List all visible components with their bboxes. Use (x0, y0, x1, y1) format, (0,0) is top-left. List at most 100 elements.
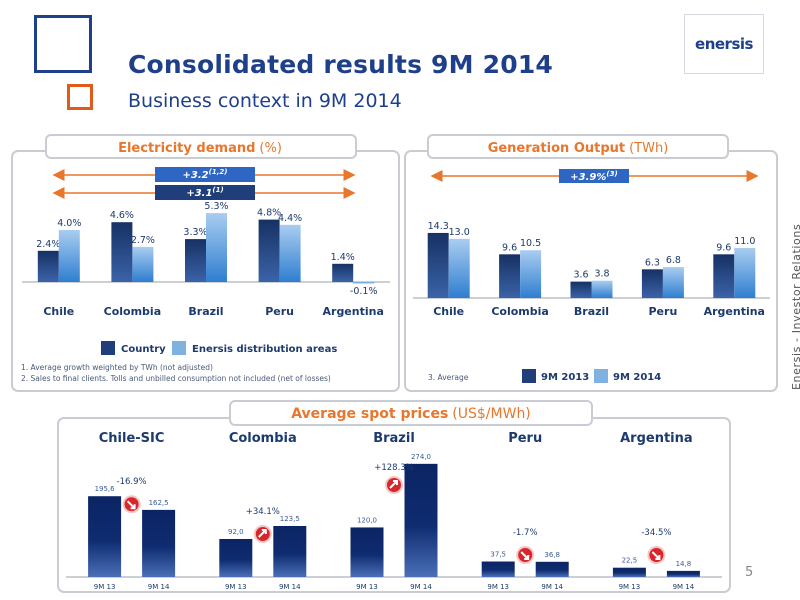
arrow-down-icon-peru (520, 551, 530, 560)
generation-output-title-tab (427, 134, 729, 159)
change-label-peru: -1.7% (513, 528, 538, 538)
category-demand-chile: Chile (43, 305, 74, 318)
generation-output-title: Generation Output (TWh) (488, 141, 669, 156)
bar-generation-peru-9m-2013 (641, 269, 663, 298)
label-demand-argentina-country: 1.4% (331, 252, 355, 263)
label-generation-brazil-9m-2013: 3.6 (573, 270, 588, 281)
category-generation-chile: Chile (433, 305, 464, 318)
label-demand-brazil-enersis-distribution-areas: 5.3% (204, 201, 228, 212)
label-demand-chile-enersis-distribution-areas: 4.0% (57, 218, 81, 229)
label-demand-colombia-country: 4.6% (110, 210, 134, 221)
label-spot-peru-9m-13: 37,5 (490, 551, 506, 559)
bar-generation-chile-9m-2014 (448, 238, 470, 298)
bar-spot-brazil-9m-14 (404, 463, 438, 577)
label-spot-chile-sic-9m-14: 162,5 (149, 499, 169, 507)
legend-label-country: Country (121, 344, 166, 355)
label-spot-colombia-9m-14: 123,5 (280, 515, 300, 523)
legend-label-9m2014: 9M 2014 (613, 372, 661, 383)
category-spot-argentina-9m-14: 9M 14 (673, 583, 695, 591)
bar-generation-brazil-9m-2014 (591, 280, 613, 298)
category-generation-brazil: Brazil (574, 305, 609, 318)
label-spot-brazil-9m-14: 274,0 (411, 453, 431, 461)
category-spot-colombia-9m-13: 9M 13 (225, 583, 247, 591)
category-spot-colombia-9m-14: 9M 14 (279, 583, 301, 591)
growth-box-generation (559, 169, 629, 183)
category-generation-peru: Peru (649, 305, 678, 318)
label-demand-brazil-country: 3.3% (183, 227, 207, 238)
logo-text: enersis (695, 35, 753, 53)
label-demand-colombia-enersis-distribution-areas: 2.7% (131, 235, 155, 246)
page-number: 5 (745, 565, 754, 580)
category-demand-peru: Peru (265, 305, 294, 318)
bar-spot-colombia-9m-13 (219, 539, 253, 577)
footnote-2: 2. Sales to final clients. Tolls and unb… (21, 374, 331, 383)
arrow-down-icon-argentina (651, 551, 661, 560)
bar-demand-peru-country (258, 219, 280, 282)
spot-group-title-peru: Peru (508, 431, 542, 446)
label-spot-peru-9m-14: 36,8 (544, 551, 560, 559)
growth-label-country: +3.1(1) (186, 186, 223, 199)
bar-demand-argentina-enersis-distribution-areas (353, 282, 375, 284)
category-demand-colombia: Colombia (104, 305, 162, 318)
bar-spot-argentina-9m-14 (666, 570, 700, 577)
category-spot-chile-sic-9m-14: 9M 14 (148, 583, 170, 591)
bar-spot-colombia-9m-14 (273, 525, 307, 577)
category-spot-peru-9m-13: 9M 13 (487, 583, 509, 591)
label-generation-colombia-9m-2014: 10.5 (520, 238, 541, 249)
category-spot-brazil-9m-13: 9M 13 (356, 583, 378, 591)
bar-generation-brazil-9m-2013 (570, 281, 592, 298)
arrow-down-icon-chile-sic (126, 500, 136, 510)
category-generation-colombia: Colombia (491, 305, 549, 318)
bar-generation-chile-9m-2013 (427, 232, 449, 298)
label-spot-brazil-9m-13: 120,0 (357, 516, 377, 524)
label-demand-chile-country: 2.4% (36, 239, 60, 250)
category-spot-brazil-9m-14: 9M 14 (410, 583, 432, 591)
category-generation-argentina: Argentina (704, 305, 765, 318)
spot-prices-title-tab (229, 400, 593, 426)
bar-demand-chile-enersis-distribution-areas (58, 230, 80, 282)
electricity-demand-title: Electricity demand (%) (118, 141, 282, 156)
bar-generation-colombia-9m-2014 (520, 250, 542, 298)
label-generation-argentina-9m-2013: 9.6 (716, 242, 731, 253)
change-label-argentina: -34.5% (641, 528, 671, 538)
label-generation-peru-9m-2014: 6.8 (666, 255, 681, 266)
bar-spot-peru-9m-13 (481, 561, 515, 577)
category-spot-peru-9m-14: 9M 14 (541, 583, 563, 591)
bar-spot-peru-9m-14 (535, 561, 569, 577)
enersis-logo: enersis (684, 14, 764, 74)
page-subtitle: Business context in 9M 2014 (128, 90, 402, 112)
category-demand-argentina: Argentina (323, 305, 384, 318)
growth-box-distribution (155, 167, 255, 182)
bar-spot-chile-sic-9m-14 (142, 509, 176, 577)
label-spot-argentina-9m-13: 22,5 (622, 557, 638, 565)
spot-group-title-brazil: Brazil (373, 431, 415, 446)
label-generation-chile-9m-2013: 14.3 (428, 221, 449, 232)
footnote-1: 1. Average growth weighted by TWh (not a… (21, 363, 213, 372)
bar-spot-chile-sic-9m-13 (88, 496, 122, 577)
legend-swatch-9m2013 (522, 369, 536, 383)
label-generation-chile-9m-2014: 13.0 (449, 227, 470, 238)
legend-swatch-distribution (172, 341, 186, 355)
label-generation-colombia-9m-2013: 9.6 (502, 242, 517, 253)
change-label-brazil: +128.3% (374, 463, 414, 473)
label-spot-argentina-9m-14: 14,8 (676, 560, 692, 568)
legend-swatch-9m2014 (594, 369, 608, 383)
label-demand-argentina-enersis-distribution-areas: -0.1% (350, 286, 378, 297)
bar-generation-peru-9m-2014 (662, 267, 684, 298)
label-generation-argentina-9m-2014: 11.0 (734, 236, 755, 247)
growth-box-country (155, 185, 255, 200)
bar-generation-argentina-9m-2014 (734, 247, 756, 298)
change-label-chile-sic: -16.9% (117, 477, 147, 487)
bar-demand-argentina-country (332, 263, 354, 282)
bar-demand-brazil-country (185, 239, 206, 282)
legend-label-9m2013: 9M 2013 (541, 372, 589, 383)
growth-label-distribution: +3.2(1,2) (183, 168, 228, 181)
bar-generation-colombia-9m-2013 (499, 254, 521, 298)
label-spot-colombia-9m-13: 92,0 (228, 528, 244, 536)
bar-demand-chile-country (37, 250, 59, 282)
decorative-square-blue (34, 15, 92, 73)
footnote-3: 3. Average (428, 373, 469, 382)
label-spot-chile-sic-9m-13: 195,6 (95, 485, 116, 493)
page-title: Consolidated results 9M 2014 (128, 50, 554, 79)
